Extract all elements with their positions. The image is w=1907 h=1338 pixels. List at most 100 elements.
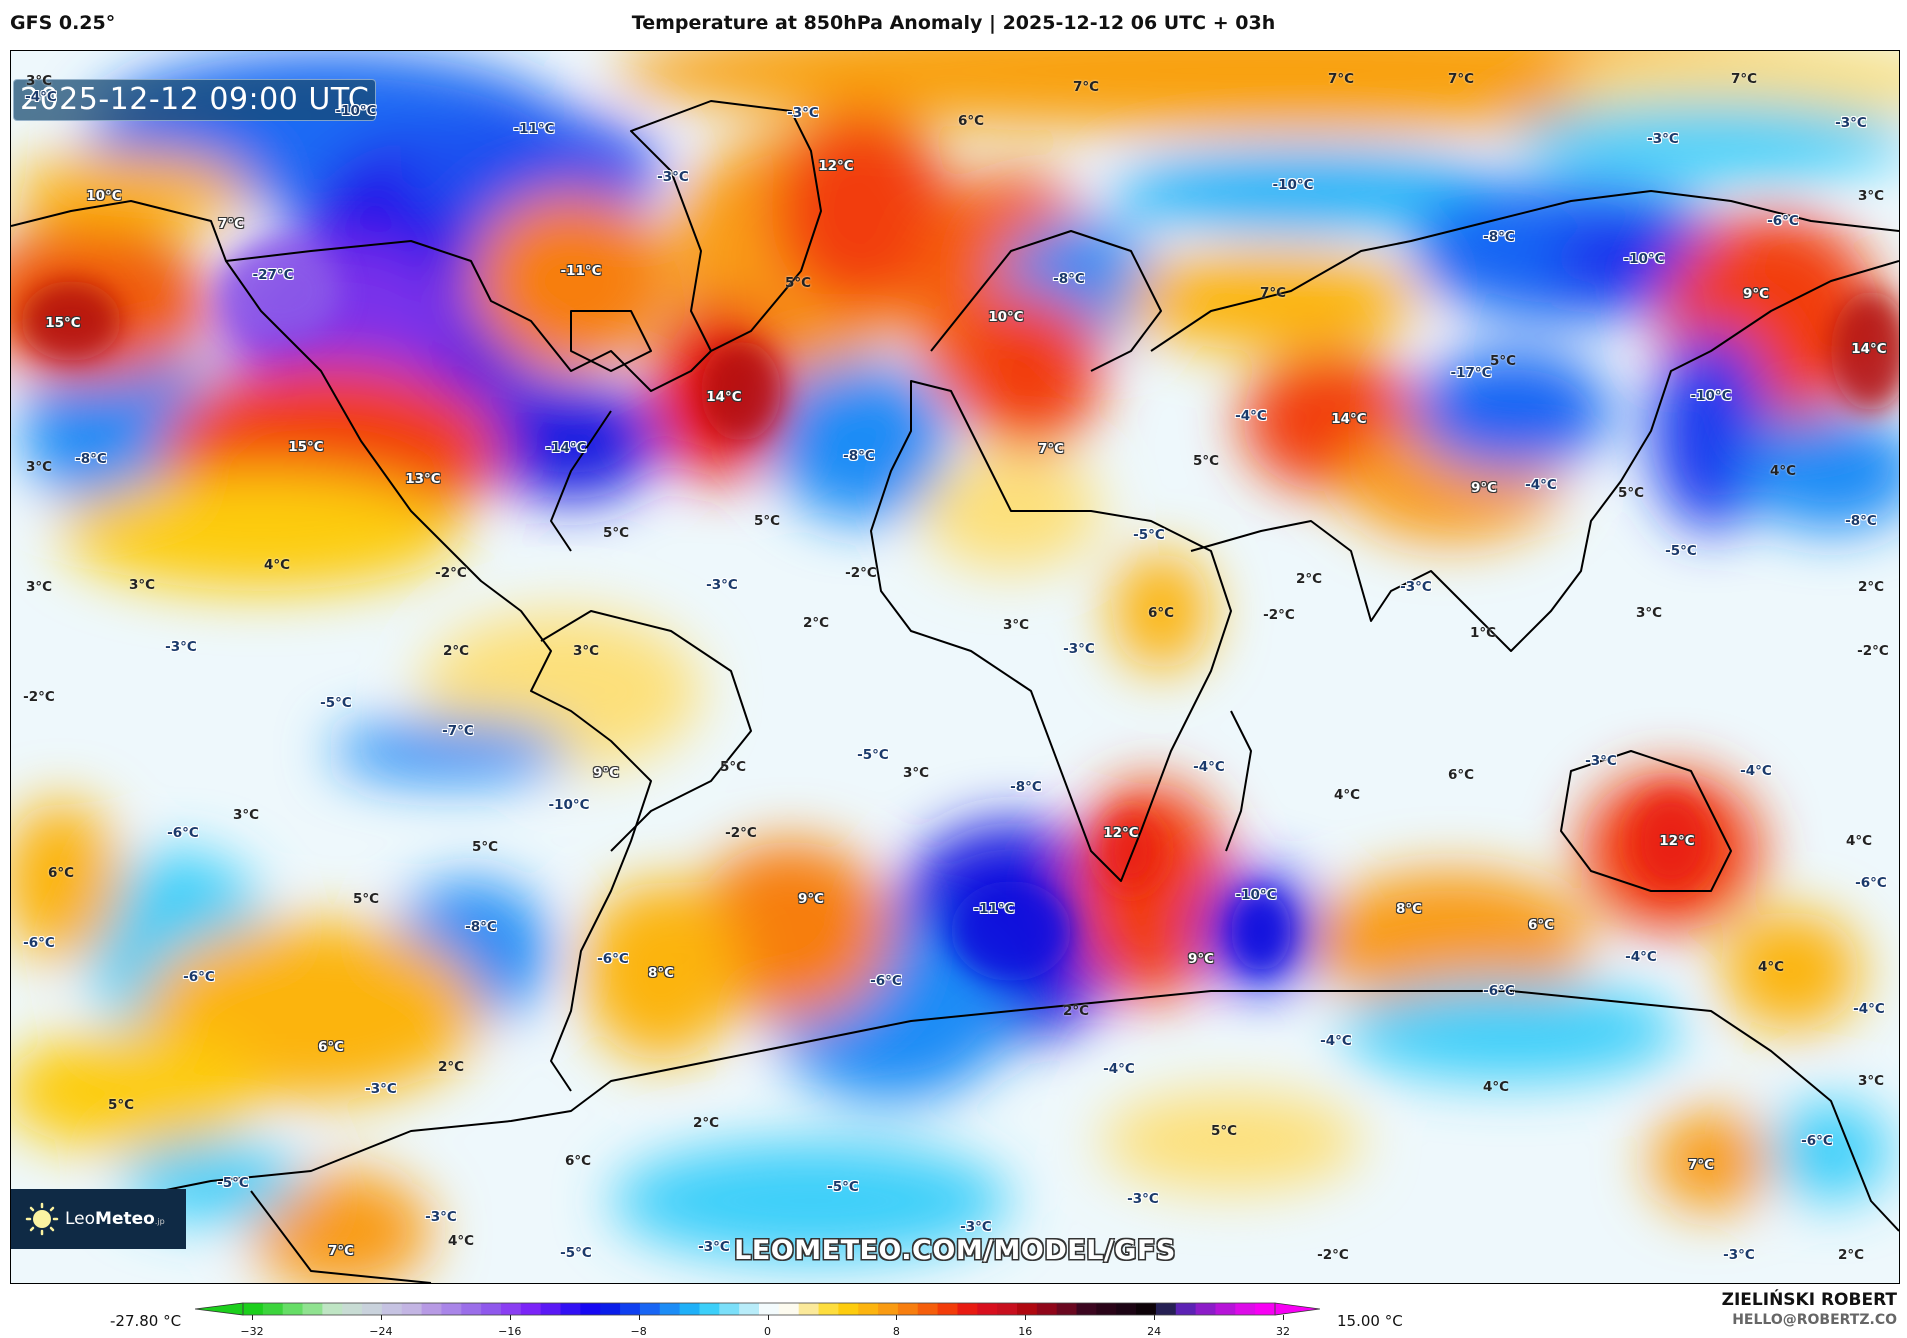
colorbar-max-label: 15.00 °C: [1337, 1312, 1403, 1330]
temperature-label: 5°C: [1192, 453, 1220, 469]
temperature-label: 14°C: [706, 389, 742, 405]
temperature-label: 9°C: [1187, 951, 1215, 967]
colorbar-tick-label: −32: [240, 1325, 264, 1338]
temperature-label: 5°C: [602, 525, 630, 541]
colorbar-tick-label: 8: [892, 1325, 900, 1338]
temperature-label: 2°C: [1857, 579, 1885, 595]
temperature-label: 12°C: [1103, 825, 1139, 841]
temperature-label: -2°C: [23, 689, 55, 705]
temperature-label: -5°C: [217, 1175, 249, 1191]
temperature-label: 5°C: [1617, 485, 1645, 501]
sun-icon: [25, 1202, 59, 1236]
temperature-label: -11°C: [973, 901, 1015, 917]
temperature-label: 14°C: [1851, 341, 1887, 357]
temperature-label: 5°C: [753, 513, 781, 529]
temperature-label: 13°C: [405, 471, 441, 487]
temperature-label: 2°C: [1837, 1247, 1865, 1263]
temperature-label: 3°C: [1857, 188, 1885, 204]
temperature-label: 8°C: [1395, 901, 1423, 917]
temperature-label: 3°C: [232, 807, 260, 823]
temperature-label: 7°C: [1327, 71, 1355, 87]
temperature-label: -3°C: [365, 1081, 397, 1097]
temperature-label: -27°C: [252, 267, 294, 283]
author-email[interactable]: HELLO@ROBERTZ.CO: [1732, 1312, 1897, 1328]
temperature-label: 7°C: [1072, 79, 1100, 95]
temperature-label: -4°C: [1740, 763, 1772, 779]
temperature-label: 6°C: [1147, 605, 1175, 621]
temperature-label: -3°C: [1585, 753, 1617, 769]
temperature-label: -3°C: [1063, 641, 1095, 657]
temperature-label: 2°C: [692, 1115, 720, 1131]
temperature-label: 9°C: [1742, 286, 1770, 302]
temperature-label: 5°C: [1210, 1123, 1238, 1139]
colorbar-tick-mark: [638, 1315, 640, 1320]
temperature-label: 9°C: [797, 891, 825, 907]
temperature-label: 8°C: [647, 965, 675, 981]
temperature-label: -5°C: [857, 747, 889, 763]
logo-text: LeoMeteo.jp: [65, 1209, 165, 1229]
temperature-label: -6°C: [183, 969, 215, 985]
temperature-label: 3°C: [128, 577, 156, 593]
temperature-label: -17°C: [1450, 365, 1492, 381]
colorbar-min-label: -27.80 °C: [110, 1312, 182, 1330]
temperature-label: 4°C: [1769, 463, 1797, 479]
temperature-label: -3°C: [1835, 115, 1867, 131]
temperature-label: -3°C: [657, 169, 689, 185]
temperature-label: -10°C: [1623, 251, 1665, 267]
temperature-label: -3°C: [425, 1209, 457, 1225]
temperature-label: -4°C: [1235, 408, 1267, 424]
temperature-label: 6°C: [1447, 767, 1475, 783]
temperature-field: [11, 51, 1899, 1283]
temperature-label: -6°C: [1801, 1133, 1833, 1149]
temperature-label: 5°C: [1489, 353, 1517, 369]
colorbar-tick-label: −8: [630, 1325, 647, 1338]
temperature-label: 3°C: [25, 73, 53, 89]
temperature-label: -6°C: [1767, 213, 1799, 229]
temperature-label: 4°C: [1482, 1079, 1510, 1095]
temperature-label: 10°C: [988, 309, 1024, 325]
temperature-label: 2°C: [1295, 571, 1323, 587]
colorbar-tick-label: −24: [369, 1325, 393, 1338]
colorbar-tick-label: 24: [1147, 1325, 1162, 1338]
temperature-label: -5°C: [1665, 543, 1697, 559]
temperature-label: 5°C: [107, 1097, 135, 1113]
temperature-label: 5°C: [352, 891, 380, 907]
temperature-label: 3°C: [902, 765, 930, 781]
temperature-label: -14°C: [545, 440, 587, 456]
temperature-label: -2°C: [1317, 1247, 1349, 1263]
temperature-label: 7°C: [327, 1243, 355, 1259]
temperature-label: -2°C: [725, 825, 757, 841]
temperature-label: 4°C: [447, 1233, 475, 1249]
temperature-label: -8°C: [1010, 779, 1042, 795]
coastlines: [11, 100, 1899, 1283]
temperature-label: 5°C: [784, 275, 812, 291]
temperature-label: -11°C: [560, 263, 602, 279]
temperature-label: 6°C: [564, 1153, 592, 1169]
colorbar-tick-mark: [896, 1315, 898, 1320]
temperature-label: -4°C: [1193, 759, 1225, 775]
temperature-label: -8°C: [1845, 513, 1877, 529]
valid-time-badge: 2025-12-12 09:00 UTC: [13, 79, 377, 121]
temperature-label: 7°C: [1259, 285, 1287, 301]
temperature-label: -8°C: [1053, 271, 1085, 287]
temperature-label: -10°C: [1235, 887, 1277, 903]
temperature-label: -2°C: [845, 565, 877, 581]
temperature-label: 4°C: [1757, 959, 1785, 975]
temperature-label: 12°C: [1659, 833, 1695, 849]
anomaly-map: 2025-12-12 09:00 UTC 3°C -4°C -10°C -11°C -3…: [10, 50, 1900, 1284]
author-credit: ZIELIŃSKI ROBERT HELLO@ROBERTZ.CO: [1722, 1290, 1897, 1328]
temperature-label: 4°C: [263, 557, 291, 573]
temperature-label: -4°C: [1103, 1061, 1135, 1077]
temperature-label: -6°C: [1483, 983, 1515, 999]
model-name: GFS 0.25°: [10, 12, 116, 34]
leometeo-logo[interactable]: LeoMeteo.jp: [11, 1189, 186, 1249]
colorbar-tick-mark: [380, 1315, 382, 1320]
temperature-label: -4°C: [1320, 1033, 1352, 1049]
author-name: ZIELIŃSKI ROBERT: [1721, 1290, 1897, 1310]
temperature-label: 3°C: [25, 579, 53, 595]
temperature-label: 3°C: [1002, 617, 1030, 633]
temperature-label: -3°C: [1400, 579, 1432, 595]
temperature-label: 6°C: [47, 865, 75, 881]
temperature-label: -3°C: [1127, 1191, 1159, 1207]
temperature-label: 15°C: [288, 439, 324, 455]
